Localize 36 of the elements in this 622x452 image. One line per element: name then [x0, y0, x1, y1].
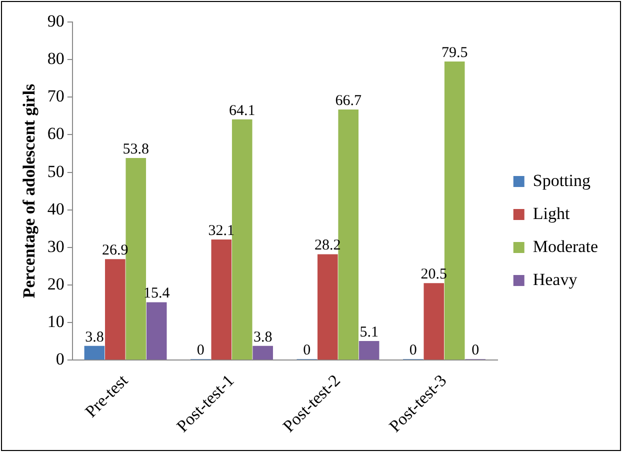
y-tick-label: 80 — [47, 49, 64, 68]
data-label: 0 — [196, 342, 204, 359]
bar — [105, 259, 126, 360]
bar — [146, 302, 167, 360]
data-label: 3.8 — [85, 329, 104, 346]
y-tick-label: 90 — [47, 11, 64, 30]
data-label: 79.5 — [441, 44, 468, 61]
legend-label: Spotting — [532, 170, 591, 190]
y-tick-label: 10 — [47, 312, 64, 332]
y-tick-label: 60 — [47, 124, 64, 144]
bar — [317, 254, 338, 360]
data-label: 53.8 — [122, 141, 150, 158]
y-tick-label: 0 — [56, 350, 64, 369]
data-label: 64.1 — [228, 102, 256, 119]
data-label: 5.1 — [360, 324, 378, 340]
legend-label: Moderate — [532, 236, 598, 256]
bar — [84, 346, 105, 360]
data-label: 3.8 — [253, 329, 272, 346]
y-tick-label: 20 — [47, 274, 64, 294]
bar — [358, 340, 380, 360]
bar — [338, 110, 359, 360]
data-label: 0 — [303, 342, 311, 359]
y-tick-label: 70 — [47, 86, 64, 106]
y-tick-label: 40 — [47, 199, 64, 218]
data-label: 0 — [409, 342, 417, 359]
data-label: 0 — [472, 342, 480, 359]
y-tick-label: 50 — [47, 162, 64, 181]
legend-label: Light — [532, 204, 570, 223]
bar — [211, 240, 232, 360]
y-axis-title: Percentage of adolescent girls — [20, 83, 39, 298]
bar — [252, 346, 273, 360]
bar — [424, 283, 444, 360]
y-tick-label: 30 — [47, 236, 64, 256]
legend-label: Heavy — [532, 270, 578, 289]
data-label: 66.7 — [335, 92, 362, 109]
bar — [232, 119, 252, 360]
